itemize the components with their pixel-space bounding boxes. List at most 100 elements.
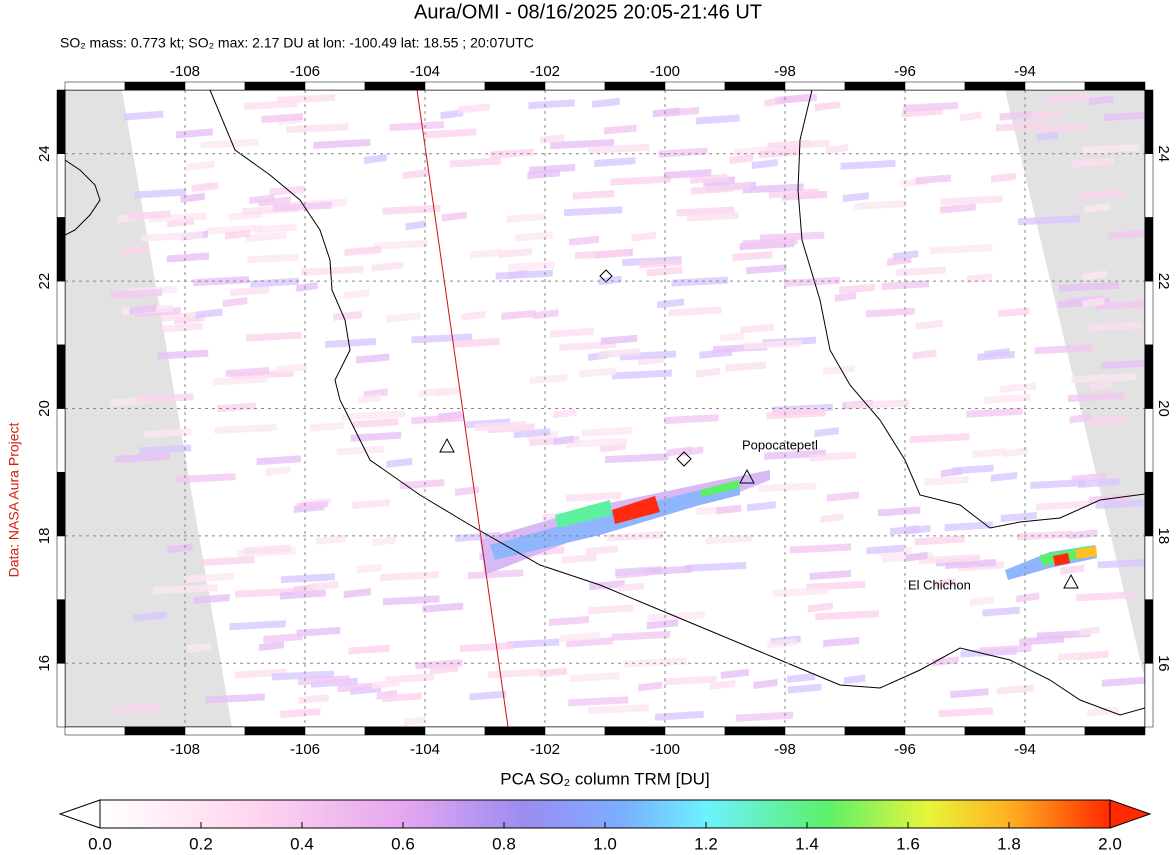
- noise-pixel: [944, 521, 993, 532]
- noise-pixel: [598, 275, 622, 286]
- frame-bar: [304, 81, 366, 91]
- colorbar-tick-label: 1.8: [997, 834, 1021, 853]
- noise-pixel: [265, 465, 291, 476]
- noise-pixel: [272, 201, 332, 212]
- noise-pixel: [129, 304, 157, 315]
- noise-pixel: [527, 169, 560, 180]
- noise-pixel: [356, 353, 390, 364]
- noise-pixel: [325, 337, 377, 348]
- noise-pixel: [786, 672, 816, 683]
- noise-pixel: [1084, 203, 1111, 214]
- site-marker: [599, 269, 613, 283]
- noise-pixel: [176, 473, 236, 484]
- noise-pixel: [663, 675, 717, 686]
- noise-pixel: [1078, 477, 1120, 488]
- colorbar-tick-label: 0.4: [290, 834, 314, 853]
- noise-pixel: [1075, 591, 1138, 602]
- noise-pixel: [229, 286, 270, 297]
- noise-pixel: [356, 563, 382, 574]
- noise-pixel: [566, 437, 627, 448]
- coastline: [797, 90, 1145, 529]
- noise-pixel: [453, 337, 500, 348]
- noise-pixel: [1082, 143, 1140, 154]
- frame-bar: [1144, 408, 1154, 473]
- noise-pixel: [823, 364, 855, 375]
- noise-pixel: [386, 457, 413, 468]
- noise-pixel: [695, 114, 740, 125]
- plume-pixels: [555, 500, 612, 528]
- noise-pixel: [998, 307, 1030, 318]
- noise-pixel: [574, 249, 631, 260]
- noise-pixel: [999, 382, 1037, 393]
- noise-pixel: [903, 101, 958, 112]
- colorbar-min-arrow: [58, 799, 101, 829]
- frame-bar: [244, 81, 306, 91]
- frame-bar: [184, 81, 246, 91]
- noise-pixel: [843, 674, 866, 685]
- noise-pixel: [296, 626, 341, 637]
- noise-pixel: [969, 596, 994, 607]
- x-tick-label: -104: [410, 63, 440, 80]
- noise-pixel: [742, 183, 804, 194]
- noise-pixel: [217, 402, 256, 413]
- noise-pixel: [374, 239, 428, 250]
- noise-pixel: [930, 244, 993, 255]
- noise-pixel: [175, 128, 213, 139]
- noise-pixel: [1090, 415, 1128, 426]
- y-tick-label: 20: [1155, 400, 1172, 417]
- frame-bar: [664, 726, 726, 736]
- noise-pixel: [506, 212, 546, 223]
- noise-pixel: [113, 703, 162, 714]
- noise-pixel: [458, 103, 490, 114]
- noise-pixel: [1000, 511, 1037, 522]
- noise-pixel: [839, 283, 875, 294]
- noise-pixel: [979, 644, 1032, 655]
- noise-pixel: [301, 265, 364, 276]
- noise-pixel: [914, 535, 965, 546]
- y-tick-label: 22: [36, 273, 53, 290]
- x-tick-label: -96: [894, 741, 916, 758]
- frame-bar: [724, 81, 786, 91]
- noise-pixel: [298, 694, 329, 705]
- noise-pixel: [1095, 300, 1145, 310]
- noise-pixel: [205, 693, 265, 704]
- frame-bar: [56, 89, 66, 154]
- noise-pixel: [195, 308, 223, 319]
- noise-pixel: [276, 363, 307, 374]
- noise-pixel: [136, 393, 194, 404]
- noise-pixel: [671, 276, 728, 287]
- noise-pixel: [1097, 559, 1145, 569]
- noise-pixel: [506, 638, 560, 649]
- noise-pixel: [815, 610, 879, 621]
- noise-pixel: [999, 110, 1032, 121]
- noise-pixel: [1060, 564, 1085, 575]
- noise-pixel: [789, 543, 851, 554]
- noise-pixel: [616, 568, 650, 579]
- y-tick-label: 20: [36, 400, 53, 417]
- noise-pixel: [655, 710, 704, 721]
- noise-pixel: [834, 291, 857, 302]
- noise-pixel: [1037, 123, 1086, 134]
- x-tick-label: -108: [170, 741, 200, 758]
- noise-pixel: [1034, 344, 1092, 355]
- colorbar-tick-label: 1.4: [795, 834, 819, 853]
- noise-pixel: [566, 491, 621, 502]
- noise-pixel: [127, 210, 171, 221]
- frame-bar: [784, 726, 846, 736]
- noise-pixel: [967, 272, 992, 283]
- noise-pixel: [846, 399, 910, 410]
- noise-pixel: [134, 188, 187, 199]
- frame-bar: [484, 726, 546, 736]
- frame-bar: [904, 726, 966, 736]
- noise-pixel: [826, 491, 860, 502]
- noise-pixel: [258, 641, 285, 652]
- credit: Data: NASA Aura Project: [6, 422, 22, 577]
- noise-pixel: [1068, 529, 1098, 540]
- noise-pixel: [563, 206, 623, 217]
- frame-bar: [1144, 344, 1154, 409]
- y-tick-label: 18: [36, 528, 53, 545]
- noise-pixel: [646, 619, 679, 630]
- noise-pixel: [247, 253, 299, 264]
- noise-pixel: [753, 678, 778, 689]
- noise-pixel: [495, 269, 553, 280]
